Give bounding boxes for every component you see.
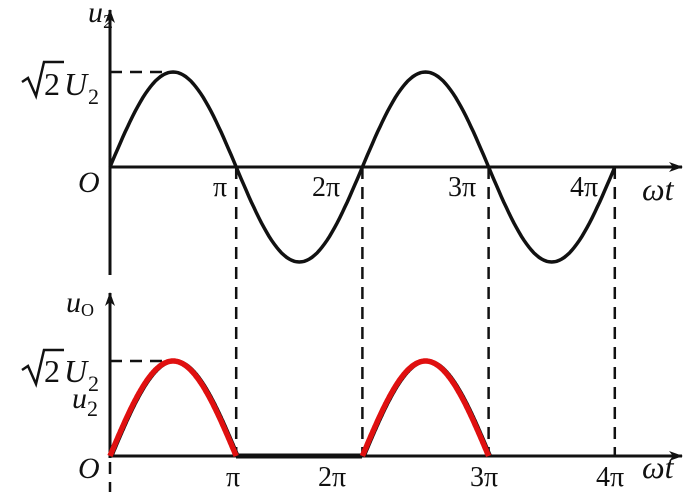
top-tick-pi: π	[213, 172, 227, 203]
svg-text:U: U	[64, 353, 89, 389]
bottom-x-label: ωt	[642, 449, 675, 485]
bottom-origin-label: O	[78, 452, 100, 485]
bottom-input-label: u2	[72, 382, 98, 421]
bottom-tick-3pi: 3π	[470, 462, 498, 492]
svg-text:2: 2	[44, 353, 60, 389]
svg-text:2: 2	[88, 84, 99, 109]
svg-text:U: U	[64, 66, 89, 102]
bottom-y-label: uO	[66, 286, 94, 320]
dashed-guides	[108, 70, 617, 492]
bottom-tick-4pi: 4π	[596, 462, 624, 492]
top-tick-4pi: 4π	[570, 172, 598, 203]
bottom-peak-label: 2 U 2	[21, 348, 99, 396]
input-sine-curve	[108, 70, 617, 264]
bottom-tick-pi: π	[226, 462, 240, 492]
output-pulse-1	[107, 358, 239, 458]
top-peak-label: 2 U 2	[21, 60, 99, 109]
top-y-label: u2	[88, 0, 113, 33]
svg-text:2: 2	[88, 371, 99, 396]
svg-text:2: 2	[44, 66, 60, 102]
top-tick-2pi: 2π	[312, 172, 340, 203]
bottom-tick-2pi: 2π	[318, 462, 346, 492]
top-origin-label: O	[78, 166, 100, 199]
output-pulse-2	[359, 358, 492, 458]
top-x-label: ωt	[642, 171, 675, 207]
top-tick-3pi: 3π	[448, 172, 476, 203]
